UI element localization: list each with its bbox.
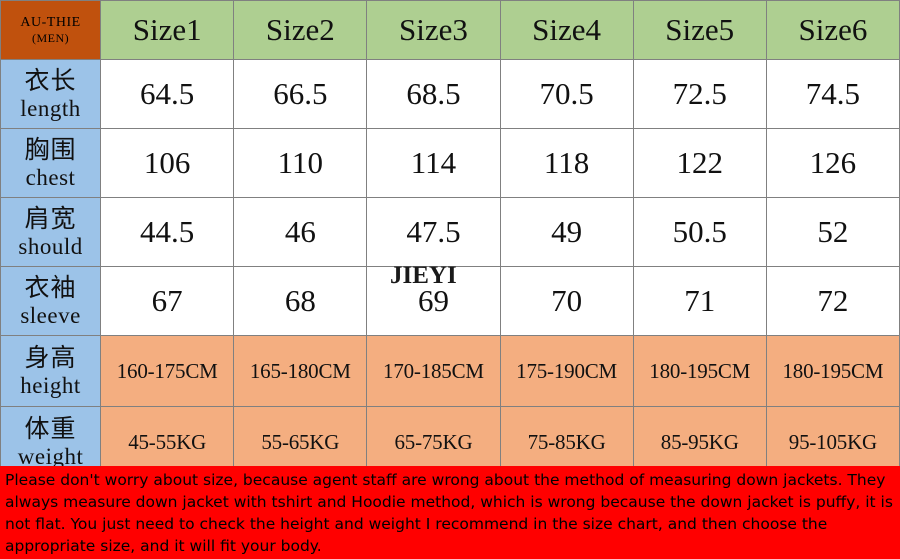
row-label-en: weight bbox=[17, 444, 84, 470]
cell-length-size5: 72.5 bbox=[632, 59, 767, 129]
cell-height-size1: 160-175CM bbox=[100, 335, 235, 407]
row-label-cn: 胸围 bbox=[24, 134, 77, 164]
cell-sleeve-size3: 69 bbox=[366, 266, 501, 336]
size-header-1: Size1 bbox=[100, 0, 235, 60]
cell-chest-size4: 118 bbox=[499, 128, 634, 198]
cell-height-size5: 180-195CM bbox=[632, 335, 767, 407]
table-row: 胸围 chest 106 110 114 118 122 126 bbox=[0, 128, 900, 198]
cell-sleeve-size4: 70 bbox=[499, 266, 634, 336]
size-header-4: Size4 bbox=[499, 0, 634, 60]
sizing-note: Please don't worry about size, because a… bbox=[0, 466, 900, 559]
cell-sleeve-size1: 67 bbox=[100, 266, 235, 336]
cell-sleeve-size5: 71 bbox=[632, 266, 767, 336]
row-label-cn: 衣长 bbox=[24, 65, 77, 95]
row-label-en: chest bbox=[25, 165, 76, 191]
row-label-en: sleeve bbox=[20, 303, 81, 329]
size-header-2: Size2 bbox=[233, 0, 368, 60]
cell-chest-size3: 114 bbox=[366, 128, 501, 198]
cell-length-size4: 70.5 bbox=[499, 59, 634, 129]
cell-length-size2: 66.5 bbox=[233, 59, 368, 129]
cell-height-size2: 165-180CM bbox=[233, 335, 368, 407]
size-chart-table: AU-THIE (MEN) Size1 Size2 Size3 Size4 Size5 Siz… bbox=[0, 0, 900, 478]
cell-weight-size1: 45-55KG bbox=[100, 406, 235, 478]
row-label-cn: 身高 bbox=[24, 342, 77, 372]
cell-should-size3: 47.5 bbox=[366, 197, 501, 267]
cell-chest-size1: 106 bbox=[100, 128, 235, 198]
row-label-height: 身高 height bbox=[0, 335, 102, 407]
row-label-length: 衣长 length bbox=[0, 59, 102, 129]
cell-length-size3: 68.5 bbox=[366, 59, 501, 129]
row-label-cn: 衣袖 bbox=[24, 272, 77, 302]
table-row: 衣长 length 64.5 66.5 68.5 70.5 72.5 74.5 bbox=[0, 59, 900, 129]
size-header-6: Size6 bbox=[765, 0, 900, 60]
row-label-en: should bbox=[18, 234, 83, 260]
size-header-5: Size5 bbox=[632, 0, 767, 60]
row-label-cn: 肩宽 bbox=[24, 203, 77, 233]
table-row: 身高 height 160-175CM 165-180CM 170-185CM 175-1… bbox=[0, 335, 900, 407]
row-label-en: length bbox=[20, 96, 81, 122]
row-label-en: height bbox=[20, 373, 81, 399]
cell-should-size2: 46 bbox=[233, 197, 368, 267]
table-row: 肩宽 should 44.5 46 47.5 49 50.5 52 bbox=[0, 197, 900, 267]
row-label-should: 肩宽 should bbox=[0, 197, 102, 267]
row-label-cn: 体重 bbox=[24, 413, 77, 443]
cell-chest-size2: 110 bbox=[233, 128, 368, 198]
cell-height-size4: 175-190CM bbox=[499, 335, 634, 407]
row-label-chest: 胸围 chest bbox=[0, 128, 102, 198]
table-row: 衣袖 sleeve 67 68 69 70 71 72 bbox=[0, 266, 900, 336]
brand-cell: AU-THIE (MEN) bbox=[0, 0, 102, 60]
table-header-row: AU-THIE (MEN) Size1 Size2 Size3 Size4 Size5 Siz… bbox=[0, 0, 900, 60]
brand-name: AU-THIE bbox=[20, 14, 81, 30]
cell-should-size4: 49 bbox=[499, 197, 634, 267]
cell-should-size5: 50.5 bbox=[632, 197, 767, 267]
cell-sleeve-size2: 68 bbox=[233, 266, 368, 336]
cell-should-size6: 52 bbox=[765, 197, 900, 267]
cell-chest-size6: 126 bbox=[765, 128, 900, 198]
cell-sleeve-size6: 72 bbox=[765, 266, 900, 336]
cell-length-size1: 64.5 bbox=[100, 59, 235, 129]
cell-height-size3: 170-185CM bbox=[366, 335, 501, 407]
size-header-3: Size3 bbox=[366, 0, 501, 60]
cell-height-size6: 180-195CM bbox=[765, 335, 900, 407]
cell-chest-size5: 122 bbox=[632, 128, 767, 198]
row-label-sleeve: 衣袖 sleeve bbox=[0, 266, 102, 336]
brand-subtitle: (MEN) bbox=[31, 31, 70, 46]
cell-should-size1: 44.5 bbox=[100, 197, 235, 267]
cell-length-size6: 74.5 bbox=[765, 59, 900, 129]
